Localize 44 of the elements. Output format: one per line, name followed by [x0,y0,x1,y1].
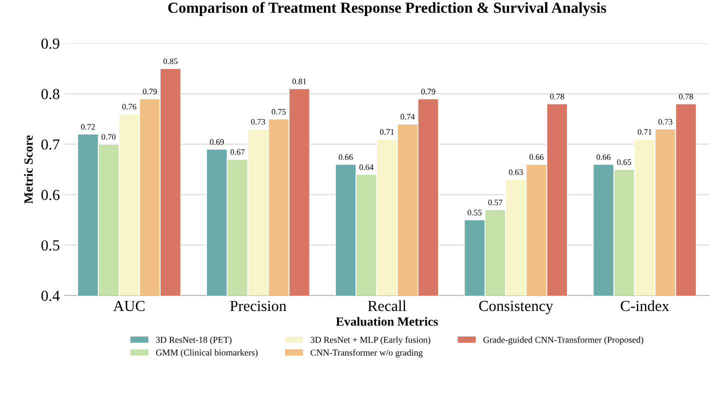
x-tick-label: Recall [368,300,406,312]
data-label: 0.71 [380,129,394,135]
data-label: 0.69 [210,139,224,145]
data-label: 0.71 [638,129,652,135]
y-tick-label: 0.4 [41,290,60,302]
legend-label: Grade-guided CNN-Transformer (Proposed) [483,336,644,345]
y-tick-label: 0.5 [41,240,60,251]
data-label: 0.67 [230,149,245,155]
legend-label: CNN-Transformer w/o grading [310,349,423,358]
data-label: 0.76 [122,104,136,110]
data-label: 0.65 [617,159,632,165]
data-label: 0.55 [468,210,482,216]
data-label: 0.64 [359,164,374,170]
data-label: 0.79 [142,88,157,94]
data-label: 0.72 [81,124,95,130]
data-label: 0.70 [102,134,116,140]
data-label: 0.85 [164,58,178,64]
data-label: 0.73 [251,118,266,125]
data-label: 0.78 [550,94,564,100]
data-label: 0.57 [488,200,502,206]
data-label: 0.66 [596,154,611,160]
data-label: 0.66 [338,154,353,160]
legend-label: 3D ResNet-18 (PET) [156,336,232,345]
legend-label: GMM (Clinical biomarkers) [156,349,258,358]
data-label: 0.74 [400,114,415,120]
y-tick-label: 0.8 [41,88,60,100]
x-tick-label: Consistency [479,300,554,314]
x-axis-title: Evaluation Metrics [336,316,438,326]
x-tick-label: Precision [230,300,286,312]
chart-title: Comparison of Treatment Response Prediction & Survival Analysis [168,2,606,16]
y-tick-label: 0.6 [41,190,60,200]
y-tick-label: 0.7 [41,139,60,150]
data-label: 0.66 [530,154,544,160]
y-axis-title: Metric Score [24,135,33,204]
data-label: 0.79 [421,88,436,94]
x-tick-label: C-index [620,300,670,312]
data-label: 0.73 [658,118,672,125]
y-tick-label: 0.9 [41,38,60,49]
data-label: 0.81 [292,78,306,84]
data-label: 0.75 [272,108,286,115]
data-label: 0.78 [679,94,693,100]
x-tick-label: AUC [113,300,145,312]
data-label: 0.63 [508,169,523,176]
legend-label: 3D ResNet + MLP (Early fusion) [310,336,430,345]
